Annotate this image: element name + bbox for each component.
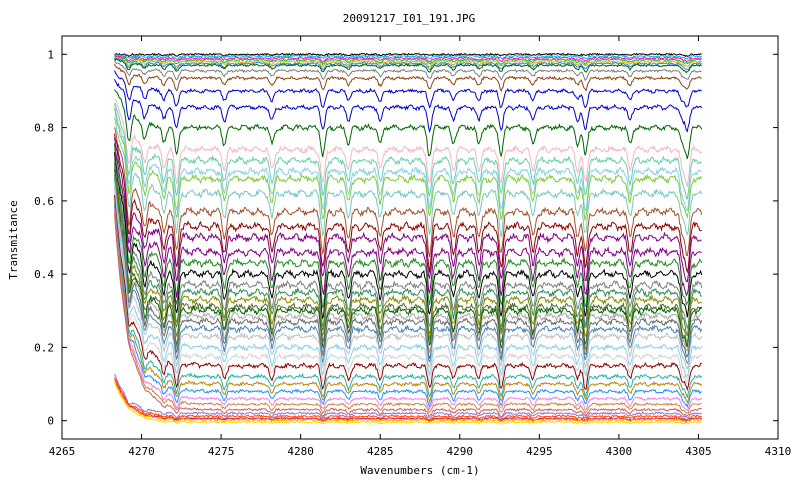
- series-line: [114, 201, 703, 399]
- series-line: [114, 205, 702, 409]
- series-line: [114, 159, 703, 329]
- series-line: [114, 180, 703, 370]
- series-line: [114, 143, 702, 298]
- y-axis-label: Transmitance: [7, 200, 20, 279]
- y-axis: 0 0.2 0.4 0.6 0.8 1: [34, 48, 778, 428]
- series-line: [114, 381, 702, 426]
- y-tick-label: 0: [47, 415, 54, 428]
- series-line: [114, 102, 703, 200]
- series-line: [114, 98, 703, 188]
- series-line: [114, 58, 702, 74]
- series-line: [114, 55, 702, 66]
- series-line: [114, 137, 702, 283]
- series-line: [114, 63, 702, 93]
- series-line: [114, 214, 702, 418]
- series-line: [114, 52, 702, 58]
- series-line: [114, 133, 702, 274]
- series-line: [114, 89, 703, 159]
- y-tick-label: 0.4: [34, 268, 54, 281]
- series-line: [114, 174, 703, 359]
- x-tick-label: 4270: [128, 445, 155, 458]
- series-line: [114, 117, 703, 238]
- series-line: [114, 377, 702, 422]
- series-line: [114, 169, 703, 352]
- series-line: [114, 202, 703, 404]
- series-line: [114, 152, 703, 320]
- series-line: [114, 174, 702, 355]
- series-line: [114, 378, 702, 424]
- x-axis-label: Wavenumbers (cm-1): [360, 464, 479, 477]
- series-line: [114, 70, 702, 109]
- series-line: [114, 79, 703, 134]
- series-line: [114, 144, 703, 309]
- series-line: [114, 127, 703, 257]
- series-line: [114, 53, 702, 60]
- series-line: [114, 103, 702, 212]
- chart-title: 20091217_I01_191.JPG: [343, 12, 475, 25]
- series-line: [114, 189, 702, 386]
- y-tick-label: 1: [47, 48, 54, 61]
- series-line: [114, 211, 702, 415]
- series-line: [114, 108, 703, 221]
- series-line: [114, 208, 702, 412]
- plot-frame: [61, 35, 779, 440]
- x-axis: 4265 4270 4275 4280 4285 4290 4295 4300 4305 4310: [49, 36, 792, 458]
- series-line: [114, 60, 702, 82]
- x-tick-label: 4310: [765, 445, 792, 458]
- x-tick-label: 4280: [287, 445, 314, 458]
- series-line: [114, 57, 702, 71]
- series-line: [114, 374, 702, 420]
- y-tick-label: 0.2: [34, 341, 54, 354]
- y-tick-label: 0.8: [34, 122, 54, 135]
- series-line: [114, 55, 702, 63]
- series-line: [114, 178, 703, 365]
- x-tick-label: 4290: [447, 445, 474, 458]
- series-line: [114, 194, 702, 392]
- x-tick-label: 4300: [606, 445, 633, 458]
- series-layer: [114, 52, 703, 426]
- x-tick-label: 4265: [49, 445, 76, 458]
- x-tick-label: 4275: [208, 445, 235, 458]
- series-line: [114, 185, 703, 379]
- series-line: [114, 379, 702, 423]
- x-tick-label: 4295: [526, 445, 553, 458]
- x-tick-label: 4305: [685, 445, 712, 458]
- series-line: [114, 162, 702, 337]
- y-tick-label: 0.6: [34, 195, 54, 208]
- x-tick-label: 4285: [367, 445, 394, 458]
- series-line: [114, 164, 702, 343]
- series-line: [114, 167, 703, 346]
- series-line: [114, 56, 702, 68]
